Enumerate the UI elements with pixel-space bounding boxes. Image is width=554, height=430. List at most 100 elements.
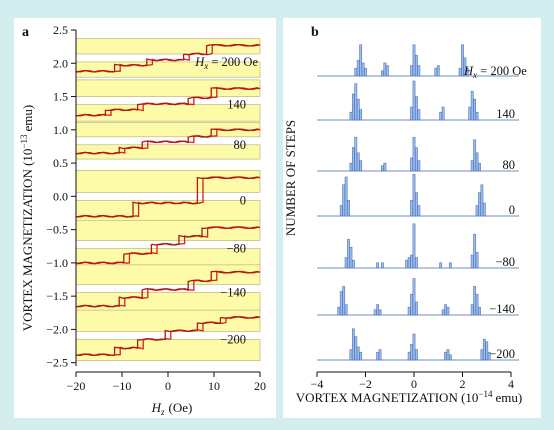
panel-a-y-tick-label: −1.5 <box>46 289 68 303</box>
panel-b-bar <box>470 304 474 316</box>
panel-b-bar <box>473 233 477 269</box>
panel-b-bar <box>351 93 355 121</box>
panel-b-bar <box>478 192 481 217</box>
panel-b-bar <box>376 304 380 316</box>
panel-b-x-tick-label: 0 <box>411 377 417 391</box>
panel-b-bar <box>347 239 350 269</box>
panel-a-y-tick-label: 2.0 <box>53 56 68 70</box>
panel-b-series-label: −140 <box>489 302 515 316</box>
panel-b-bar <box>410 293 413 316</box>
panel-a-y-tick-label: 2.5 <box>53 23 68 37</box>
panel-a-hysteresis-curve <box>75 43 261 73</box>
panel-a-x-tick-label: 10 <box>208 379 220 393</box>
panel-b-bar <box>478 162 481 172</box>
panel-a-series-label: Hx = 200 Oe <box>194 55 258 71</box>
panel-b-bar <box>337 306 341 316</box>
panel-a-x-tick-label: −20 <box>67 379 86 393</box>
panel-b-bar <box>344 304 348 316</box>
panel-b-bar <box>415 192 418 217</box>
panel-b-bar <box>480 184 484 217</box>
panel-a-letter: a <box>22 25 29 40</box>
panel-b-x-tick-label: 2 <box>460 377 466 391</box>
panel-b-chart: b Hx = 200 Oe 140 80 0 −80 −140 −200 −4 −2 0 2 4 N… <box>283 25 527 405</box>
panel-a-x-tick-label: 0 <box>165 379 171 393</box>
panel-b-bar <box>407 351 411 361</box>
panel-b-bar <box>473 98 477 121</box>
panel-b-bar <box>376 351 380 361</box>
panel-a-hysteresis-curve <box>75 176 261 218</box>
panel-b-bar <box>448 262 452 269</box>
panel-b-bar <box>351 147 355 172</box>
panel-a-y-tick-label: −0.5 <box>46 223 68 237</box>
panel-b-bar <box>415 54 418 77</box>
panel-b-bar <box>407 257 411 269</box>
panel-b-bar <box>463 57 467 77</box>
panel-b-bar <box>465 67 469 77</box>
panel-b-bar <box>412 136 416 172</box>
panel-a-y-tick-label: 1.0 <box>53 123 68 137</box>
panel-b-bar <box>356 98 360 121</box>
panel-b-bar <box>415 301 418 316</box>
panel-b-bar <box>446 306 450 316</box>
panel-b-bar <box>359 160 363 172</box>
panel-b-bar <box>354 336 358 361</box>
panel-b-bar <box>381 165 384 172</box>
panel-b-bar <box>415 257 418 269</box>
panel-b-bar <box>417 205 421 217</box>
panel-a-y-tick-label: 1.5 <box>53 90 68 104</box>
panel-b-bar <box>349 349 353 361</box>
panel-a-series-label: 140 <box>227 98 246 112</box>
panel-b-bar <box>417 65 421 77</box>
panel-b-bar <box>475 152 479 172</box>
panel-b-bar <box>417 160 421 172</box>
panel-a-hysteresis-curve <box>75 87 261 117</box>
panel-b-bar <box>344 176 348 217</box>
panel-b-bar <box>410 157 413 172</box>
panel-b-bar <box>482 338 486 361</box>
panel-b-x-tick-label: −4 <box>311 377 324 391</box>
panel-b-bar <box>412 333 416 361</box>
panel-a-band <box>75 170 261 193</box>
panel-b-series-label: 0 <box>509 203 515 217</box>
panel-b-bar <box>473 139 477 172</box>
panel-b-bar <box>359 44 363 77</box>
panel-a-series-label: −140 <box>220 285 246 299</box>
panel-b-bar <box>356 346 360 361</box>
panel-b-bar <box>415 147 418 172</box>
panel-b-series-label: 80 <box>503 158 516 172</box>
panel-b-bar <box>405 259 409 269</box>
panel-b-series-label: Hx = 200 Oe <box>463 64 527 80</box>
panel-b-bar <box>468 106 472 121</box>
panel-b-bar <box>407 306 411 316</box>
panel-a-series-label: 0 <box>240 193 246 207</box>
panel-b-bar <box>475 205 479 217</box>
panel-b-bar <box>381 70 384 77</box>
panel-b-bar <box>412 44 416 77</box>
panel-b-x-axis-title: VORTEX MAGNETIZATION (10−14 emu) <box>296 389 522 405</box>
panel-b-bar <box>410 254 413 269</box>
panel-b-bar <box>458 67 462 77</box>
panel-b-bar <box>412 174 416 217</box>
panel-a-x-tick-label: 20 <box>254 379 266 393</box>
panel-b-bar <box>485 341 489 361</box>
panel-b-y-axis-title: NUMBER OF STEPS <box>283 120 298 236</box>
panel-b-bar <box>344 257 348 269</box>
panel-b-bar <box>359 109 363 121</box>
panel-a-hysteresis-curve <box>75 128 261 155</box>
panel-b-bar <box>356 60 360 77</box>
panel-a-band <box>75 264 261 285</box>
panel-b-bar <box>470 254 474 269</box>
panel-b-bar <box>410 65 413 77</box>
panel-b-series-label: 140 <box>496 107 515 121</box>
panel-a-y-tick-label: 0.5 <box>53 156 68 170</box>
panel-b-bar <box>356 152 360 172</box>
panel-b-bar <box>415 349 418 361</box>
panel-b-bar <box>439 262 443 269</box>
panel-b-bar <box>339 205 343 217</box>
panel-a-band <box>75 199 261 223</box>
panel-b-bar <box>359 351 363 361</box>
panel-b-bar <box>410 200 413 217</box>
panel-b-bar <box>475 111 479 121</box>
panel-b-bar <box>475 293 479 316</box>
panel-b-bar <box>381 262 384 269</box>
